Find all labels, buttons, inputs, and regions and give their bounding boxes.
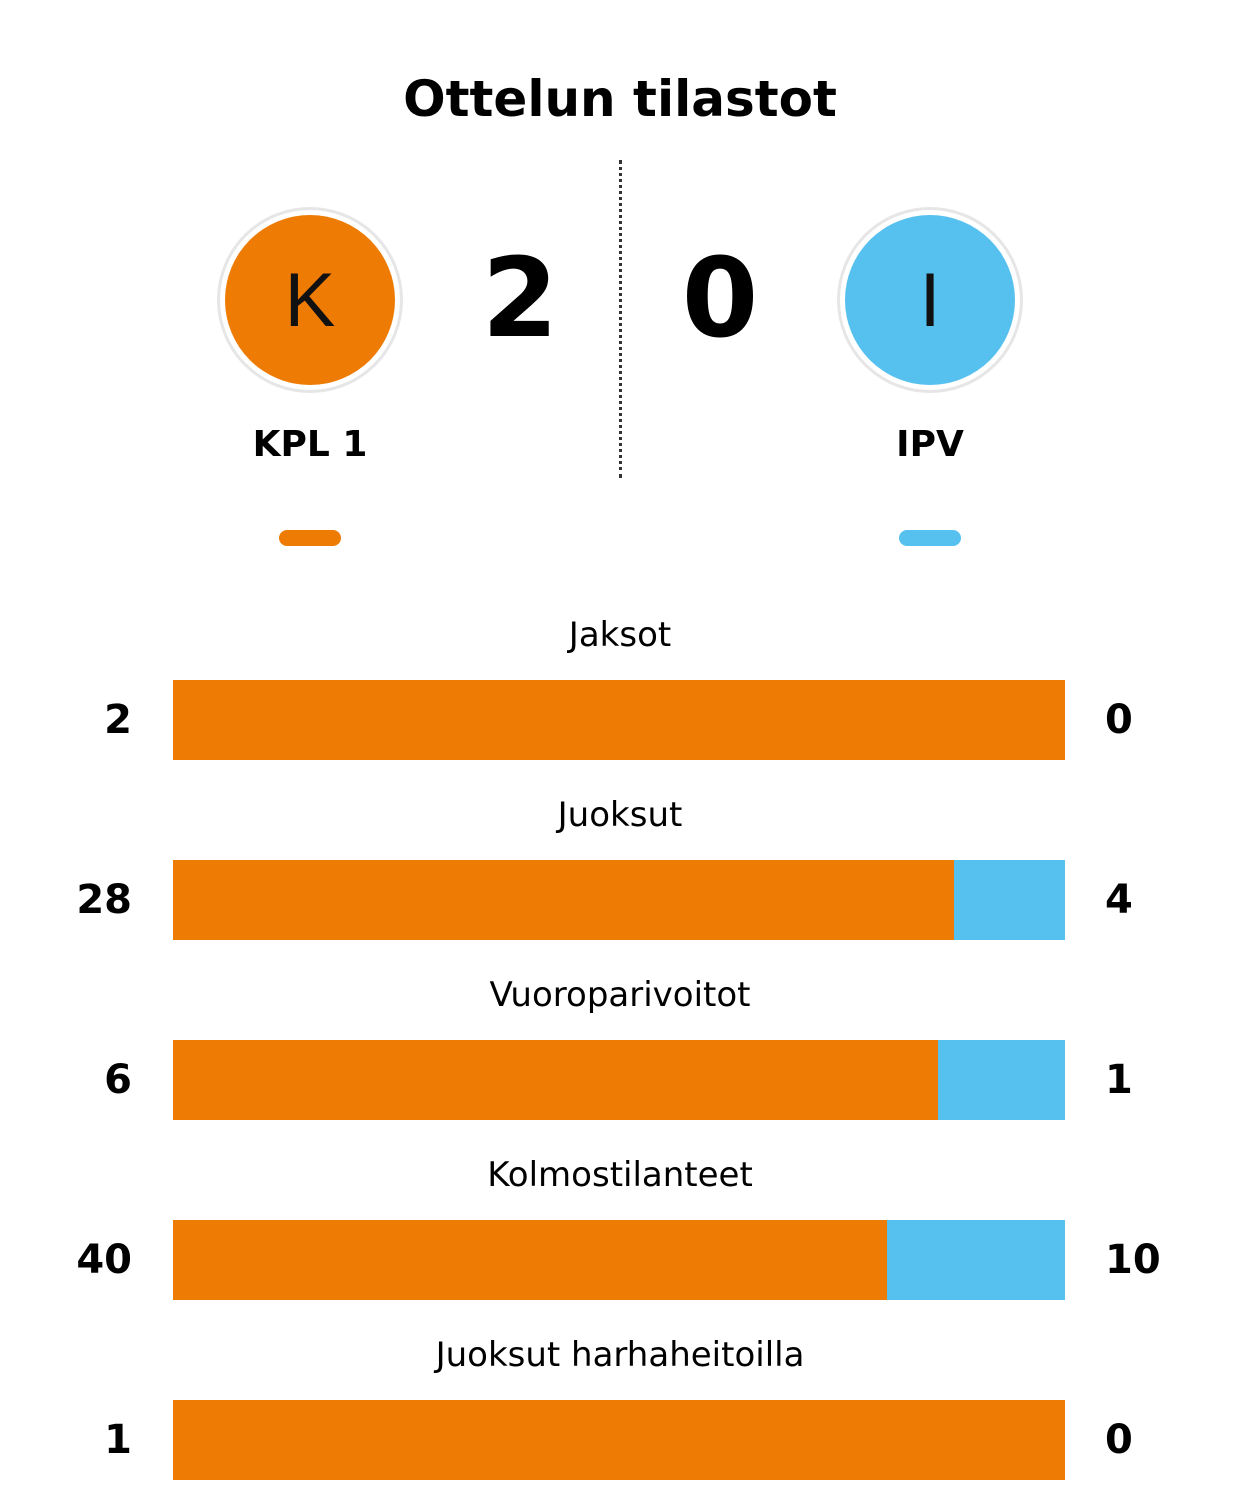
stat-bar xyxy=(173,1040,1065,1120)
stat-label: Vuoroparivoitot xyxy=(489,975,751,1015)
away-stat-value: 1 xyxy=(1105,1057,1133,1103)
home-bar-segment xyxy=(173,680,1065,760)
home-bar-segment xyxy=(173,1400,1065,1480)
stat-bar xyxy=(173,680,1065,760)
home-team-logo: K xyxy=(217,207,403,393)
home-stat-value: 2 xyxy=(104,697,132,743)
home-bar-segment xyxy=(173,860,954,940)
away-stat-value: 0 xyxy=(1105,1417,1133,1463)
stat-label: Juoksut harhaheitoilla xyxy=(435,1335,805,1375)
away-color-indicator xyxy=(899,530,961,546)
away-bar-segment xyxy=(937,1040,1065,1120)
stat-label: Jaksot xyxy=(568,615,672,655)
home-bar-segment xyxy=(173,1220,887,1300)
stat-bar xyxy=(173,860,1065,940)
home-stat-value: 6 xyxy=(104,1057,132,1103)
home-stat-value: 28 xyxy=(76,877,132,923)
away-team-name: IPV xyxy=(896,424,964,465)
away-stat-value: 4 xyxy=(1105,877,1133,923)
away-bar-segment xyxy=(886,1220,1065,1300)
stat-bar xyxy=(173,1220,1065,1300)
home-team-initial: K xyxy=(225,215,395,385)
stat-bar xyxy=(173,1400,1065,1480)
center-divider xyxy=(619,160,622,478)
away-team-initial: I xyxy=(845,215,1015,385)
away-team-logo: I xyxy=(837,207,1023,393)
home-score: 2 xyxy=(481,234,559,362)
page-title: Ottelun tilastot xyxy=(403,70,837,128)
stat-label: Kolmostilanteet xyxy=(487,1155,753,1195)
home-bar-segment xyxy=(173,1040,938,1120)
away-stat-value: 10 xyxy=(1105,1237,1161,1283)
home-stat-value: 1 xyxy=(104,1417,132,1463)
home-color-indicator xyxy=(279,530,341,546)
away-score: 0 xyxy=(681,234,759,362)
away-bar-segment xyxy=(953,860,1065,940)
stat-label: Juoksut xyxy=(557,795,683,835)
home-team-name: KPL 1 xyxy=(252,424,368,465)
away-stat-value: 0 xyxy=(1105,697,1133,743)
home-stat-value: 40 xyxy=(76,1237,132,1283)
